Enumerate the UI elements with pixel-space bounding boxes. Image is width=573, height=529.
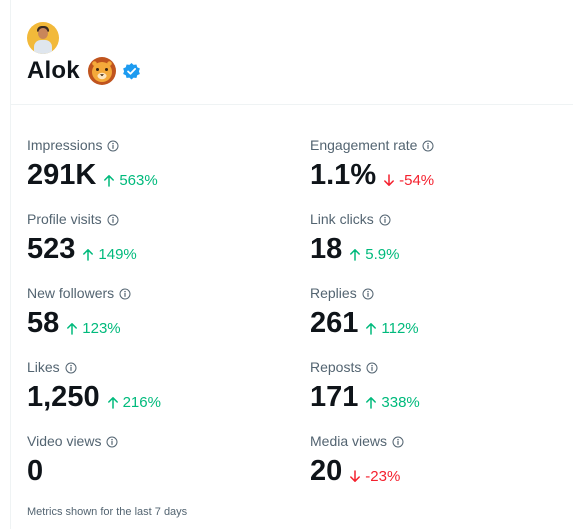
verified-badge-icon	[122, 62, 141, 81]
metric-profile-visits: Profile visits 523 149%	[27, 211, 137, 264]
metric-change: 216%	[107, 394, 161, 411]
arrow-down-icon	[383, 174, 399, 187]
metric-value-row: 58 123%	[27, 306, 131, 338]
metric-change-value: -23%	[365, 468, 401, 485]
metric-value: 1,250	[27, 381, 100, 413]
metric-media-views: Media views 20 -23%	[310, 433, 404, 486]
metric-value-row: 0	[27, 454, 118, 486]
metric-change-value: 5.9%	[365, 246, 400, 263]
metric-change: -54%	[383, 172, 434, 189]
metric-value: 1.1%	[310, 159, 377, 191]
info-icon[interactable]	[65, 361, 77, 374]
metric-link-clicks: Link clicks 18 5.9%	[310, 211, 399, 264]
metric-change: 123%	[66, 320, 121, 337]
arrow-up-icon	[82, 248, 98, 261]
metric-change: 338%	[365, 394, 420, 411]
metric-change-value: 112%	[381, 320, 419, 337]
metric-change: 563%	[103, 172, 158, 189]
metric-engagement-rate: Engagement rate 1.1% -54%	[310, 137, 434, 190]
metric-label: Profile visits	[27, 211, 102, 227]
metric-label: Engagement rate	[310, 137, 418, 153]
metric-replies: Replies 261 112%	[310, 285, 419, 338]
metric-change: -23%	[349, 468, 400, 485]
metric-video-views: Video views 0	[27, 433, 118, 486]
metric-label: Link clicks	[310, 211, 374, 227]
left-border	[10, 0, 11, 529]
metric-value: 261	[310, 307, 359, 339]
arrow-up-icon	[365, 396, 381, 409]
metric-value-row: 20 -23%	[310, 454, 404, 486]
metric-change: 112%	[365, 320, 419, 337]
metric-change: 149%	[82, 246, 137, 263]
metric-value-row: 171 338%	[310, 380, 420, 412]
metric-label-row: Likes	[27, 359, 161, 375]
arrow-up-icon	[107, 396, 123, 409]
metric-change-value: -54%	[399, 172, 435, 189]
metric-new-followers: New followers 58 123%	[27, 285, 131, 338]
header-divider	[11, 104, 573, 105]
info-icon[interactable]	[119, 287, 131, 300]
metric-value-row: 523 149%	[27, 232, 137, 264]
metric-value-row: 1.1% -54%	[310, 158, 434, 190]
info-icon[interactable]	[392, 435, 404, 448]
metric-value: 0	[27, 455, 44, 487]
arrow-up-icon	[103, 174, 119, 187]
metric-change-value: 149%	[98, 246, 137, 263]
metric-value: 18	[310, 233, 343, 265]
metric-reposts: Reposts 171 338%	[310, 359, 420, 412]
profile-header: Alok	[27, 22, 140, 85]
metric-label-row: Profile visits	[27, 211, 137, 227]
metric-label: Reposts	[310, 359, 362, 375]
metric-label: Impressions	[27, 137, 103, 153]
metric-label: Video views	[27, 433, 102, 449]
metric-value-row: 291K 563%	[27, 158, 158, 190]
metric-change-value: 216%	[122, 394, 161, 411]
lion-face-icon	[87, 56, 117, 86]
metric-value: 523	[27, 233, 76, 265]
info-icon[interactable]	[422, 139, 434, 152]
metric-value: 171	[310, 381, 359, 413]
metric-value: 58	[27, 307, 60, 339]
metric-change-value: 338%	[381, 394, 420, 411]
arrow-up-icon	[349, 248, 365, 261]
info-icon[interactable]	[379, 213, 391, 226]
info-icon[interactable]	[106, 435, 118, 448]
metric-label-row: Link clicks	[310, 211, 399, 227]
metric-label: Likes	[27, 359, 60, 375]
footnote: Metrics shown for the last 7 days	[27, 506, 188, 518]
metric-label-row: Reposts	[310, 359, 420, 375]
avatar[interactable]	[27, 22, 59, 54]
metric-label-row: New followers	[27, 285, 131, 301]
info-icon[interactable]	[107, 139, 119, 152]
arrow-up-icon	[365, 322, 381, 335]
info-icon[interactable]	[107, 213, 119, 226]
metric-label-row: Impressions	[27, 137, 158, 153]
profile-name: Alok	[27, 57, 80, 84]
metric-value: 20	[310, 455, 343, 487]
metric-change-value: 123%	[82, 320, 121, 337]
metric-value: 291K	[27, 159, 97, 191]
metric-label: Media views	[310, 433, 388, 449]
arrow-down-icon	[349, 470, 365, 483]
info-icon[interactable]	[366, 361, 378, 374]
metric-value-row: 1,250 216%	[27, 380, 161, 412]
metric-label: Replies	[310, 285, 357, 301]
metric-impressions: Impressions 291K 563%	[27, 137, 158, 190]
metric-label-row: Media views	[310, 433, 404, 449]
metric-value-row: 18 5.9%	[310, 232, 399, 264]
profile-name-row: Alok	[27, 56, 141, 86]
metric-label: New followers	[27, 285, 115, 301]
metric-change: 5.9%	[349, 246, 399, 263]
metric-likes: Likes 1,250 216%	[27, 359, 161, 412]
arrow-up-icon	[66, 322, 82, 335]
metric-value-row: 261 112%	[310, 306, 419, 338]
metric-change-value: 563%	[119, 172, 158, 189]
info-icon[interactable]	[362, 287, 374, 300]
metric-label-row: Engagement rate	[310, 137, 434, 153]
metric-label-row: Replies	[310, 285, 419, 301]
metric-label-row: Video views	[27, 433, 118, 449]
